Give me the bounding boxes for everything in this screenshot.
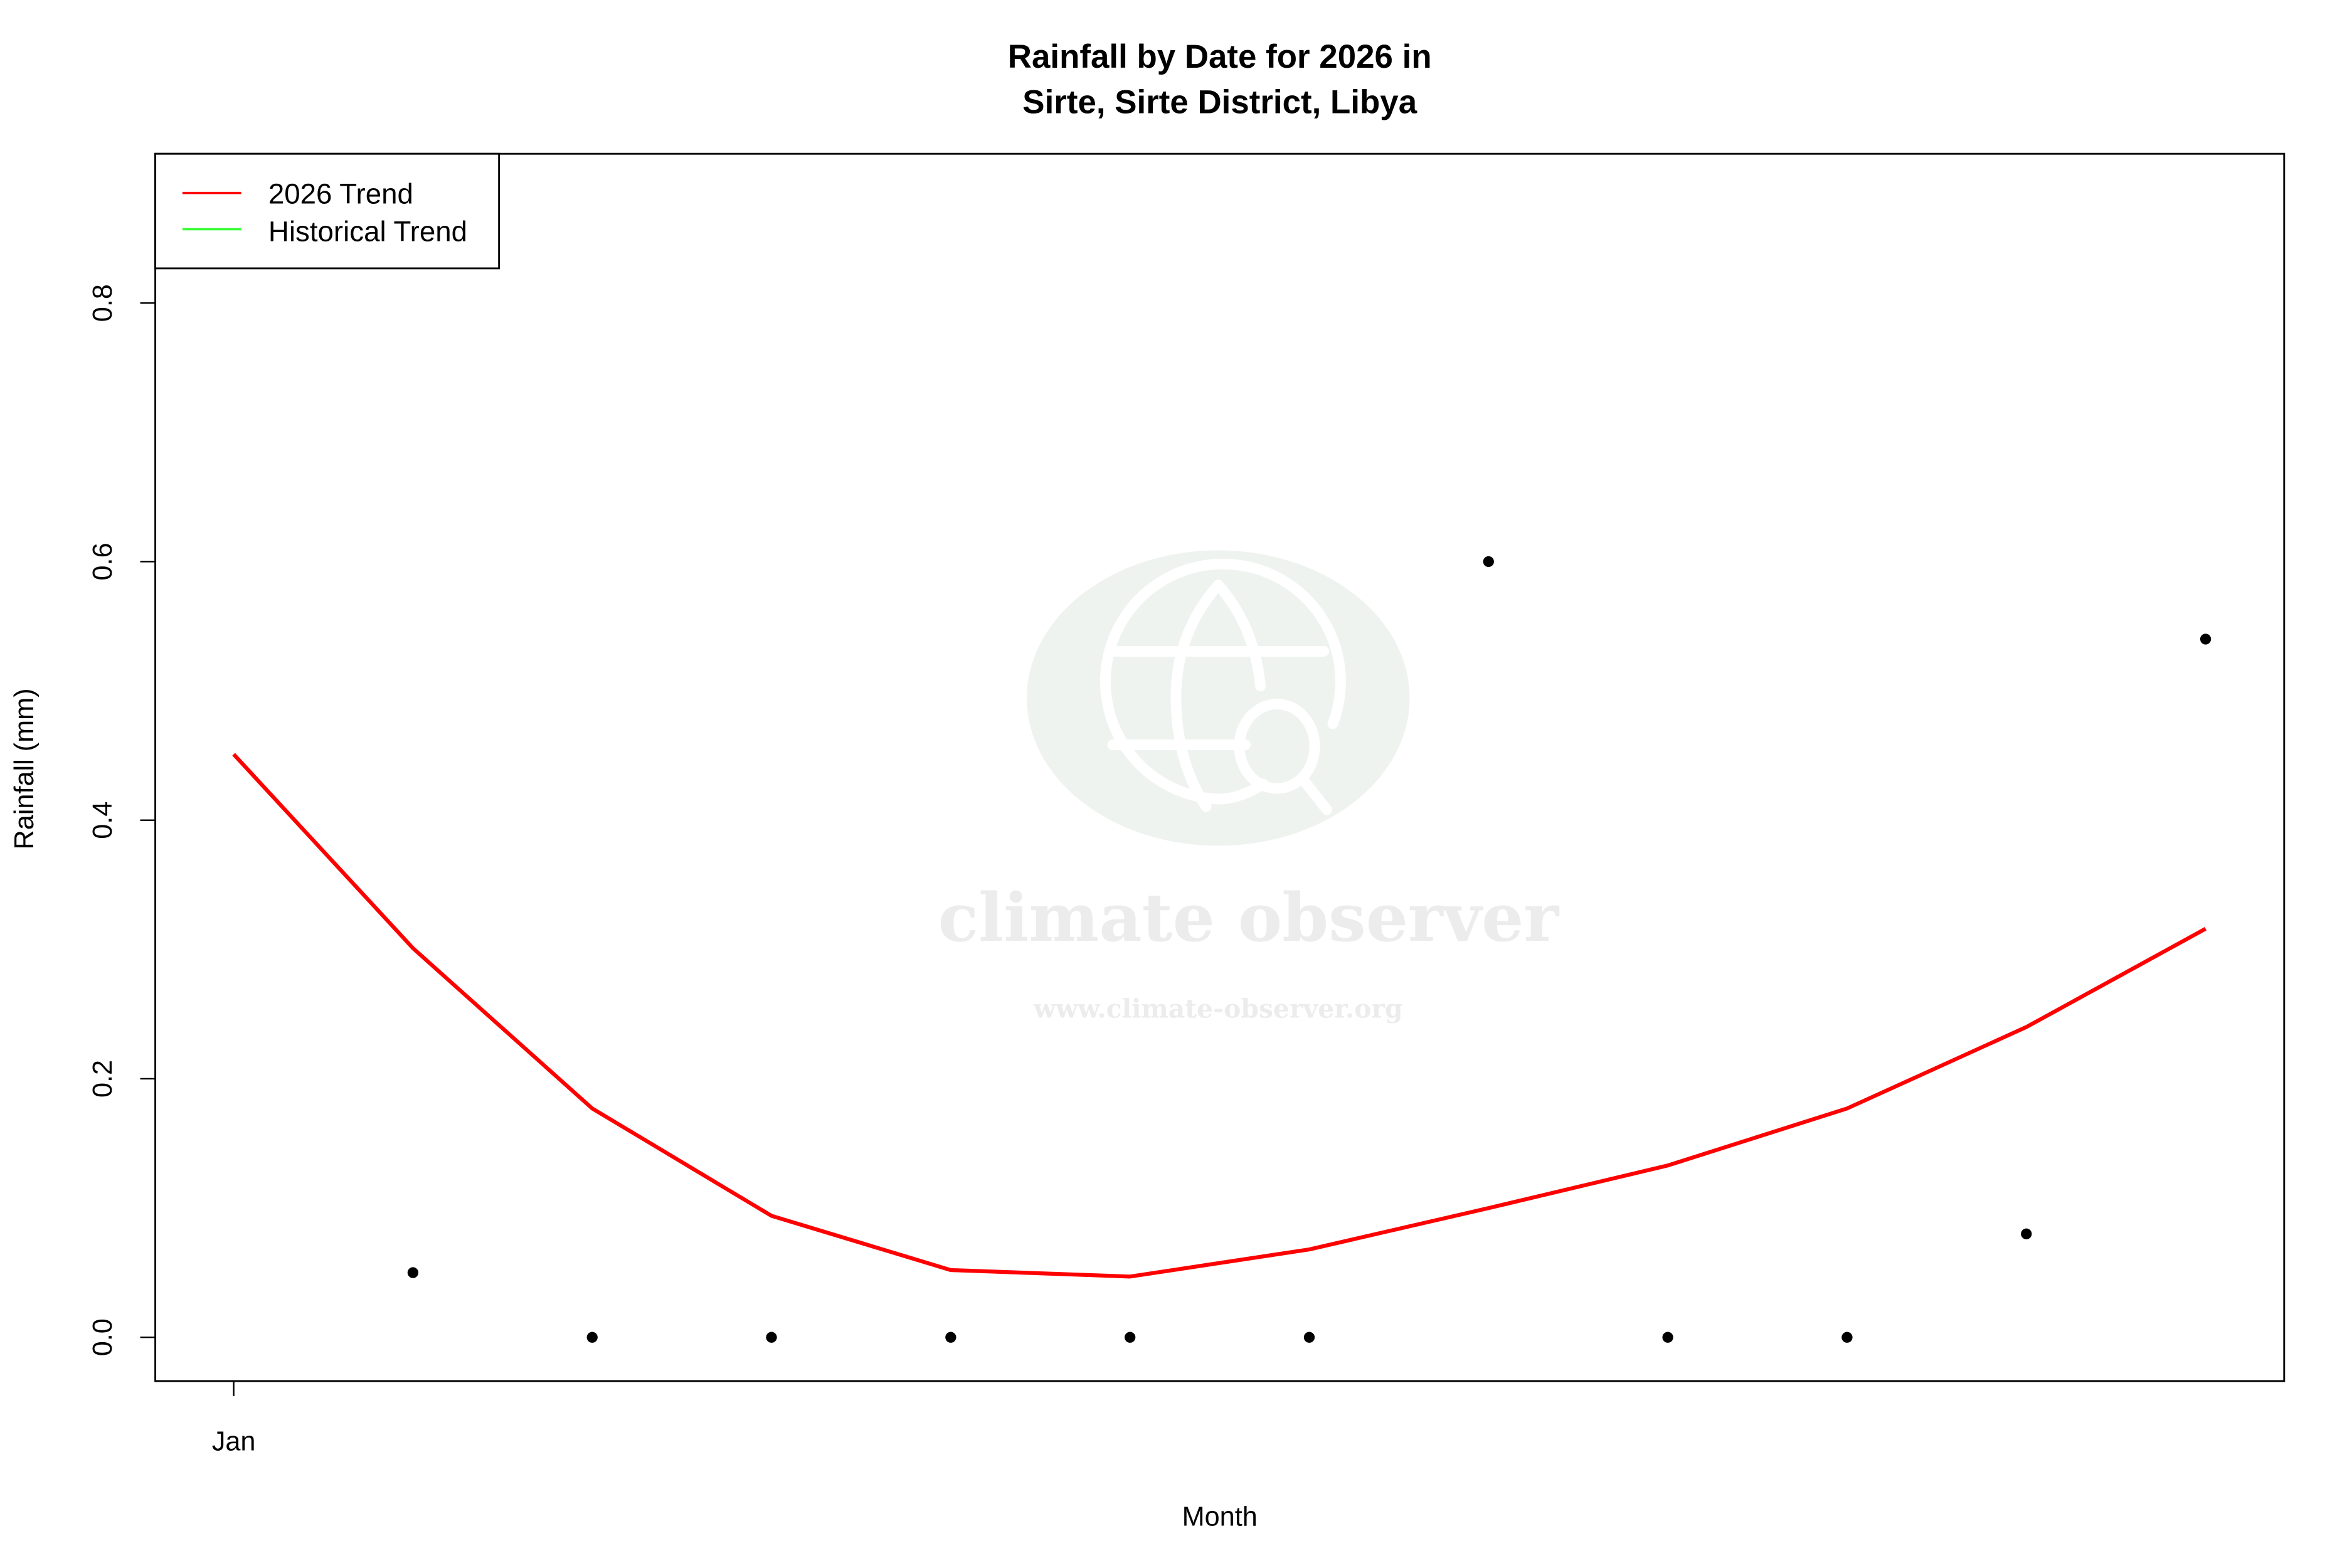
y-tick-label: 0.8	[88, 284, 118, 322]
data-point	[945, 1332, 956, 1343]
trend-2026-line	[232, 753, 2207, 1279]
data-point	[2200, 633, 2212, 645]
y-tick-label: 0.4	[88, 802, 118, 839]
data-point	[1303, 1332, 1315, 1343]
y-tick-label: 0.6	[88, 543, 118, 580]
data-point	[407, 1267, 419, 1278]
plot-area	[154, 152, 2286, 1382]
data-point	[1841, 1332, 1853, 1343]
legend: 2026 Trend Historical Trend	[154, 152, 501, 270]
watermark-url: www.climate-observer.org	[1033, 994, 1403, 1024]
data-point	[1483, 556, 1494, 568]
watermark-brand: climate observer	[938, 879, 1560, 956]
data-point	[1662, 1332, 1673, 1343]
data-point	[766, 1332, 777, 1343]
observed-points	[407, 556, 2212, 1343]
x-tick-label: Jan	[212, 1427, 256, 1457]
legend-label-historical-trend: Historical Trend	[268, 216, 467, 248]
data-point	[2021, 1228, 2032, 1239]
y-axis-label: Rainfall (mm)	[9, 688, 40, 849]
globe-search-icon	[1100, 558, 1346, 815]
x-axis-label: Month	[1182, 1502, 1258, 1532]
watermark: climate observer www.climate-observer.or…	[938, 550, 1560, 1024]
legend-box	[154, 152, 501, 270]
y-tick-label: 0.0	[88, 1318, 118, 1356]
y-axis	[140, 302, 156, 1338]
chart-title-line-2: Sirte, Sirte District, Libya	[1022, 83, 1417, 120]
legend-label-2026-trend: 2026 Trend	[268, 178, 413, 210]
chart-title-line-1: Rainfall by Date for 2026 in	[1008, 38, 1432, 75]
data-point	[1125, 1332, 1136, 1343]
data-point	[586, 1332, 598, 1343]
y-tick-label: 0.2	[88, 1060, 118, 1098]
